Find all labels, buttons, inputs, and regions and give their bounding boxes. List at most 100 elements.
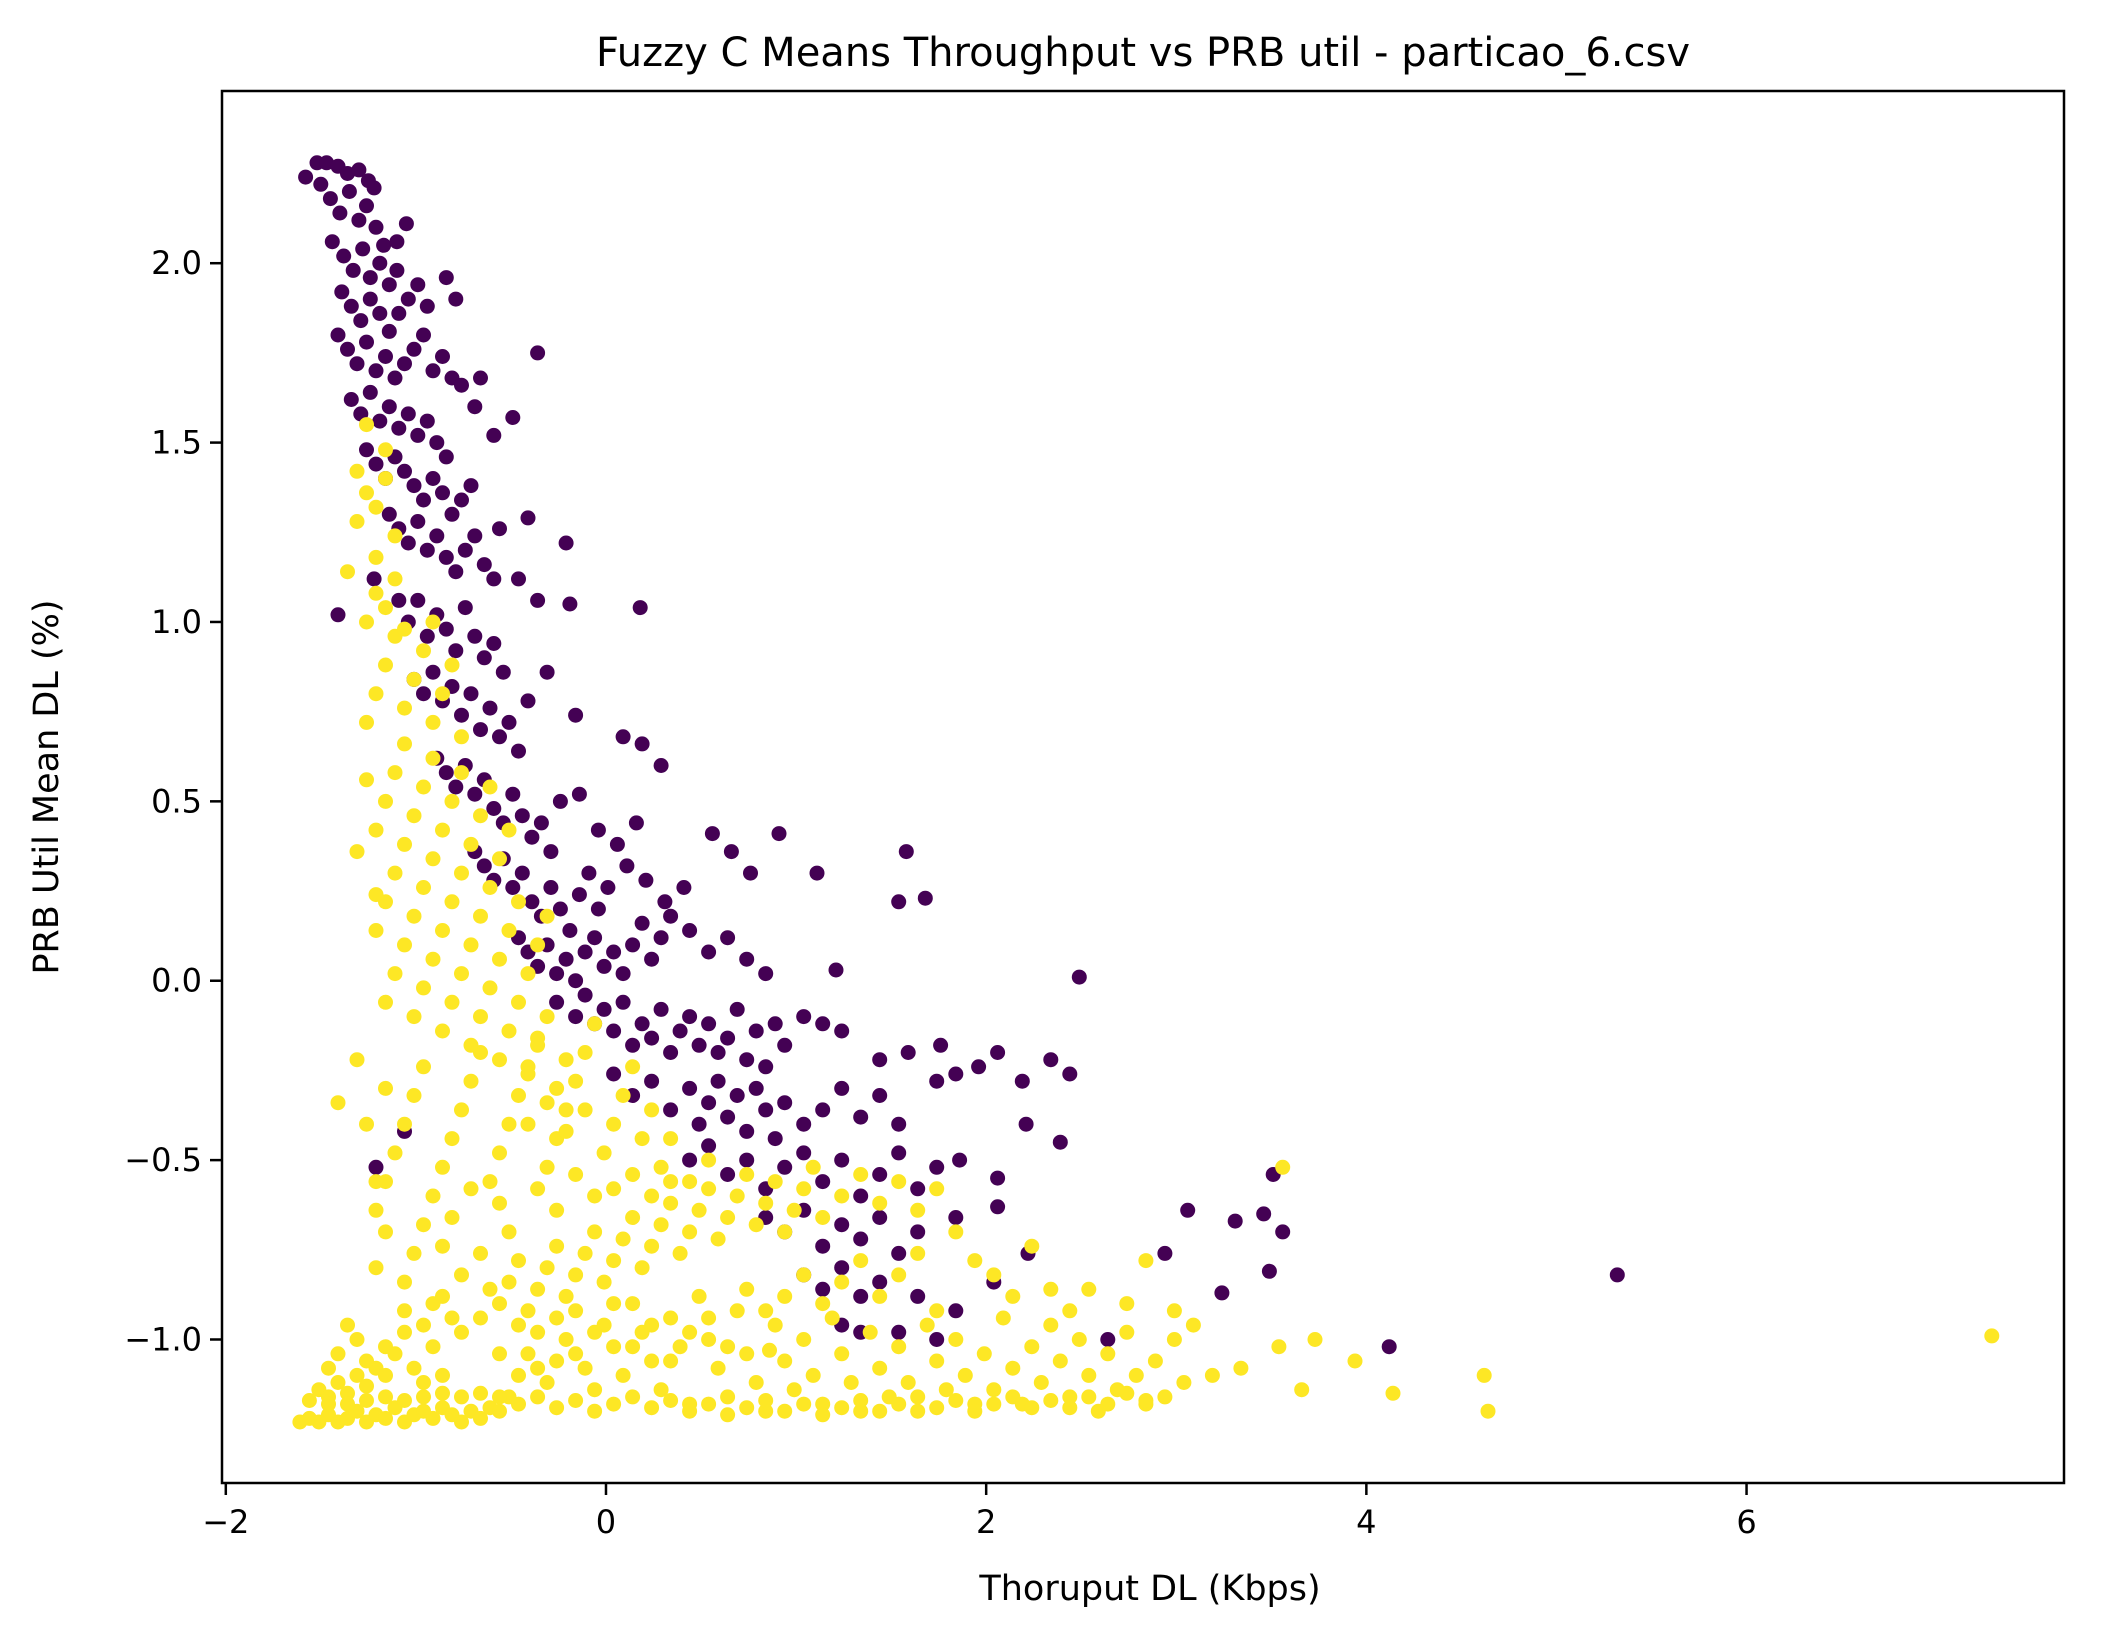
data-point-series-1 <box>777 1095 793 1111</box>
data-point-series-2 <box>425 1410 441 1426</box>
data-point-series-1 <box>448 564 464 580</box>
data-point-series-2 <box>435 1385 450 1401</box>
data-point-series-1 <box>372 413 388 429</box>
data-point-series-1 <box>530 345 546 361</box>
data-point-series-2 <box>710 1231 726 1247</box>
data-point-series-1 <box>398 216 414 232</box>
plot-frame <box>220 89 2066 1485</box>
data-point-series-2 <box>653 1382 669 1398</box>
data-point-series-2 <box>796 1332 812 1347</box>
data-point-series-2 <box>530 1181 546 1197</box>
data-point-series-1 <box>910 1181 926 1197</box>
data-point-series-1 <box>632 600 648 616</box>
data-point-series-1 <box>948 1210 964 1225</box>
data-point-series-1 <box>336 248 352 264</box>
data-point-series-2 <box>444 994 460 1010</box>
data-point-series-1 <box>815 1281 831 1297</box>
data-point-series-1 <box>368 1159 384 1175</box>
data-point-series-1 <box>900 1045 916 1060</box>
data-point-series-2 <box>653 1217 669 1233</box>
data-point-series-1 <box>359 442 374 458</box>
data-point-series-1 <box>448 779 464 795</box>
data-point-series-1 <box>568 1009 584 1025</box>
data-point-series-1 <box>872 1052 888 1068</box>
data-point-series-2 <box>748 1217 764 1233</box>
data-point-series-2 <box>682 1224 698 1240</box>
data-point-series-2 <box>1052 1353 1068 1369</box>
data-point-series-1 <box>549 966 565 982</box>
data-point-series-2 <box>368 887 384 903</box>
data-point-series-2 <box>387 865 403 881</box>
data-point-series-2 <box>330 1346 346 1362</box>
data-point-series-2 <box>435 1367 450 1383</box>
data-point-series-2 <box>758 1303 774 1319</box>
data-point-series-1 <box>606 1066 622 1082</box>
data-point-series-2 <box>701 1152 717 1168</box>
data-point-series-2 <box>492 951 507 967</box>
data-point-series-2 <box>824 1310 840 1326</box>
data-point-series-2 <box>606 1396 622 1412</box>
data-point-series-2 <box>625 1339 641 1355</box>
data-point-series-2 <box>368 585 384 601</box>
data-point-series-2 <box>739 1281 755 1297</box>
data-point-series-2 <box>416 880 431 895</box>
data-point-series-1 <box>391 305 407 321</box>
data-point-series-1 <box>834 1080 850 1096</box>
data-point-series-1 <box>410 427 426 443</box>
data-point-series-2 <box>387 765 403 781</box>
data-point-series-2 <box>558 1123 574 1139</box>
data-point-series-2 <box>425 750 441 766</box>
data-point-series-2 <box>568 1393 584 1408</box>
data-point-series-1 <box>368 219 384 235</box>
data-point-series-2 <box>378 657 393 673</box>
data-point-series-1 <box>530 592 546 608</box>
data-point-series-2 <box>454 1389 469 1405</box>
data-point-series-2 <box>539 908 555 924</box>
data-point-series-2 <box>1043 1281 1059 1297</box>
data-point-series-2 <box>435 923 450 938</box>
data-point-series-2 <box>786 1202 802 1218</box>
data-point-series-1 <box>891 894 907 910</box>
data-point-series-2 <box>492 1346 507 1362</box>
data-point-series-1 <box>971 1059 987 1075</box>
data-point-series-1 <box>457 600 473 616</box>
data-point-series-1 <box>676 880 692 895</box>
data-point-series-2 <box>1294 1382 1310 1398</box>
data-point-series-2 <box>1476 1367 1492 1383</box>
data-point-series-2 <box>368 822 384 838</box>
data-point-series-2 <box>919 1317 935 1333</box>
data-point-series-2 <box>1480 1403 1496 1419</box>
data-point-series-1 <box>1261 1263 1277 1279</box>
data-point-series-1 <box>596 958 612 974</box>
data-point-series-2 <box>473 908 488 924</box>
data-point-series-1 <box>634 1016 650 1032</box>
data-point-series-1 <box>1214 1285 1230 1301</box>
data-point-series-2 <box>549 1238 565 1254</box>
data-point-series-2 <box>805 1159 821 1175</box>
data-point-series-2 <box>425 851 441 867</box>
data-point-series-1 <box>368 456 384 472</box>
data-point-series-2 <box>862 1324 878 1340</box>
data-point-series-2 <box>596 1145 612 1161</box>
data-point-series-2 <box>549 1400 565 1416</box>
data-point-series-2 <box>777 1288 793 1304</box>
data-point-series-1 <box>625 1037 641 1053</box>
data-point-series-1 <box>767 1131 783 1147</box>
data-point-series-1 <box>767 1016 783 1032</box>
data-point-series-1 <box>340 166 355 181</box>
data-point-series-2 <box>663 1393 679 1408</box>
data-point-series-1 <box>492 729 507 745</box>
data-point-series-2 <box>1166 1332 1182 1347</box>
data-point-series-2 <box>378 471 393 486</box>
data-point-series-2 <box>454 966 469 982</box>
data-point-series-1 <box>796 1145 812 1161</box>
data-point-series-1 <box>723 844 739 860</box>
data-point-series-2 <box>910 1245 926 1261</box>
data-point-series-2 <box>511 1396 526 1412</box>
data-point-series-2 <box>463 937 479 953</box>
data-point-series-2 <box>558 1288 574 1304</box>
data-point-series-1 <box>476 650 492 666</box>
data-point-series-2 <box>929 1181 945 1197</box>
data-point-series-1 <box>438 765 454 781</box>
